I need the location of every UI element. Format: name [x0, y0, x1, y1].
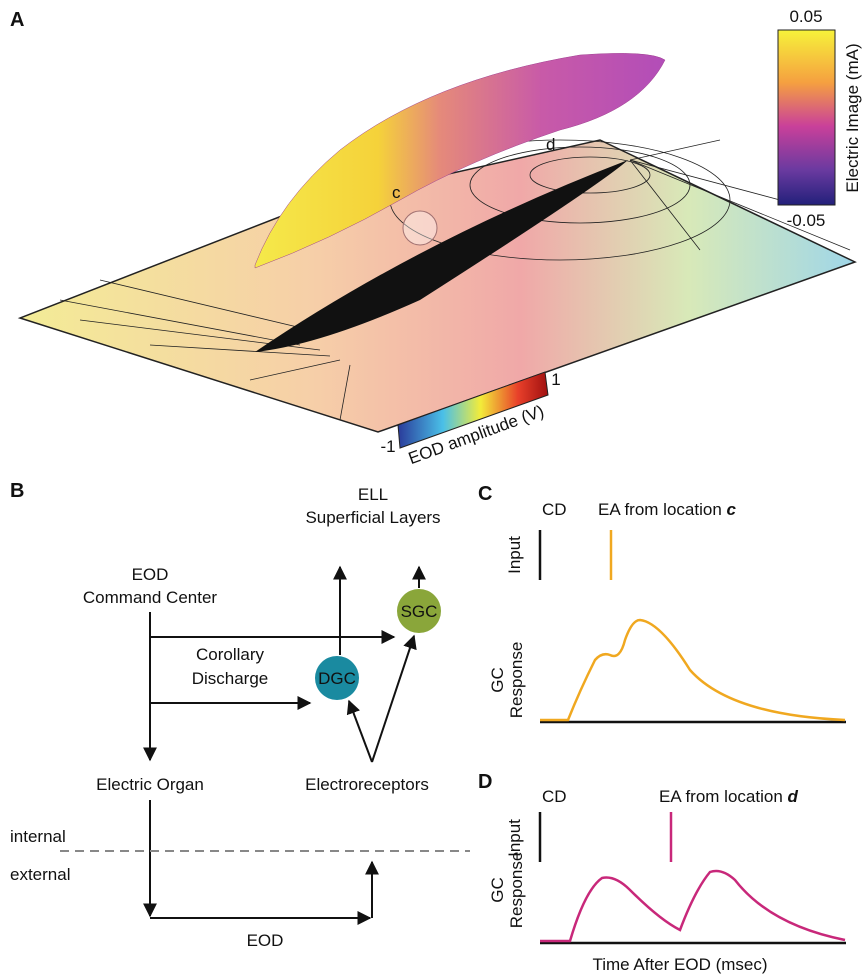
node-label: Superficial Layers — [305, 508, 440, 527]
response-curve — [540, 871, 845, 941]
location-marker — [403, 211, 437, 245]
node-label: Command Center — [83, 588, 218, 607]
node-label: DGC — [318, 669, 356, 688]
node-label: ELL — [358, 485, 388, 504]
figure: A c d 0.05 -0.05 Electric Image (mA) -1 … — [0, 0, 866, 977]
boundary-label: internal — [10, 827, 66, 846]
colorbar-max: 0.05 — [789, 7, 822, 26]
edge-label: EOD — [247, 931, 284, 950]
panel-label: B — [10, 480, 24, 502]
axis-label: GC — [488, 877, 507, 903]
node-label: Electric Organ — [96, 775, 204, 794]
ea-label: EA from location d — [659, 787, 799, 806]
axis-label: Response — [507, 642, 526, 719]
cd-label: CD — [542, 500, 567, 519]
boundary-label: external — [10, 865, 70, 884]
arrows — [150, 567, 419, 918]
panel-label: C — [478, 483, 492, 505]
colorbar-max: 1 — [551, 370, 560, 389]
node-label: EOD — [132, 565, 169, 584]
colorbar — [778, 30, 835, 205]
cd-label: CD — [542, 787, 567, 806]
region-label: d — [546, 135, 555, 154]
panel-label: D — [478, 771, 492, 793]
colorbar-title: Electric Image (mA) — [843, 43, 862, 192]
axis-label: Response — [507, 852, 526, 929]
colorbar-min: -0.05 — [787, 211, 826, 230]
colorbar-min: -1 — [380, 437, 395, 456]
edge-label: Corollary — [196, 645, 265, 664]
axis-label: Input — [505, 819, 524, 857]
axis-label: GC — [488, 667, 507, 693]
response-curve — [540, 620, 845, 720]
node-label: Electroreceptors — [305, 775, 429, 794]
panel-label: A — [10, 9, 24, 31]
axis-label: Input — [505, 536, 524, 574]
node-label: SGC — [401, 602, 438, 621]
ea-label: EA from location c — [598, 500, 737, 519]
edge-label: Discharge — [192, 669, 269, 688]
region-label: c — [392, 183, 401, 202]
x-axis-label: Time After EOD (msec) — [592, 955, 767, 974]
